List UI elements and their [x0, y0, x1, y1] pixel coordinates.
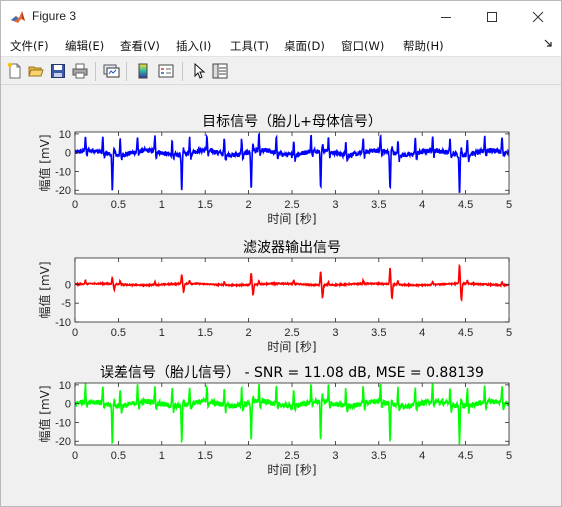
menu-window[interactable]: 窗口(W) [341, 39, 385, 53]
menu-insert[interactable]: 插入(I) [176, 39, 212, 53]
x-tick-label: 3.5 [371, 199, 386, 211]
x-tick-label: 2.5 [284, 327, 299, 339]
window-title: Figure 3 [32, 9, 77, 23]
open-file-icon[interactable] [27, 62, 45, 80]
x-tick-label: 1.5 [198, 450, 213, 462]
axes-background [75, 258, 509, 322]
dock-arrow-icon[interactable] [544, 39, 553, 48]
x-tick-label: 2.5 [284, 199, 299, 211]
figure-canvas: 0 0.5 1 1.5 2 2.5 3 3.5 4 4.5 5 10 0 -10 -20 目标信号（胎儿+母体… [2, 86, 561, 506]
axes-background [75, 132, 509, 194]
x-tick-label: 3.5 [371, 327, 386, 339]
close-icon [532, 11, 544, 22]
x-tick-label: 3.5 [371, 450, 386, 462]
y-axis-label: 幅值 [mV] [37, 261, 52, 318]
x-tick-label: 0 [72, 450, 78, 462]
x-tick-label: 5 [506, 327, 512, 339]
title-bar: Figure 3 [1, 1, 561, 32]
menu-desktop[interactable]: 桌面(D) [284, 39, 325, 53]
y-axis-label: 幅值 [mV] [37, 134, 52, 191]
new-figure-icon[interactable] [6, 62, 24, 80]
toolbar-separator [95, 62, 96, 81]
subplot-3[interactable]: 0 0.5 1 1.5 2 2.5 3 3.5 4 4.5 5 10 0 -10 -20 误差信号（胎儿信号）… [37, 365, 512, 477]
x-tick-label: 3 [332, 327, 338, 339]
minimize-icon [441, 16, 451, 18]
x-tick-label: 1 [159, 327, 165, 339]
x-tick-label: 2 [246, 199, 252, 211]
x-tick-label: 0.5 [111, 199, 126, 211]
x-tick-label: 0.5 [111, 450, 126, 462]
x-tick-label: 0 [72, 327, 78, 339]
y-tick-label: 10 [59, 380, 71, 392]
signal-line [75, 263, 509, 303]
x-tick-label: 4.5 [458, 199, 473, 211]
x-axis-label: 时间 [秒] [267, 463, 316, 477]
x-tick-label: 0.5 [111, 327, 126, 339]
menu-file[interactable]: 文件(F) [10, 39, 49, 53]
y-tick-label: -5 [61, 298, 71, 310]
y-tick-label: -20 [55, 436, 71, 448]
x-tick-label: 1.5 [198, 199, 213, 211]
edit-plot-arrow-icon[interactable] [190, 62, 208, 80]
y-tick-label: -10 [55, 166, 71, 178]
figure-plot-area[interactable]: 0 0.5 1 1.5 2 2.5 3 3.5 4 4.5 5100-10-20目标信号（胎儿+母体… [2, 86, 561, 506]
toolbar-separator [182, 62, 183, 81]
x-axis-label: 时间 [秒] [267, 340, 316, 354]
y-tick-label: 0 [65, 399, 71, 411]
subplot-1[interactable]: 0 0.5 1 1.5 2 2.5 3 3.5 4 4.5 5 10 0 -10 -20 目标信号（胎儿+母体… [37, 114, 512, 226]
x-tick-label: 4 [419, 199, 425, 211]
menu-help[interactable]: 帮助(H) [403, 39, 444, 53]
x-tick-label: 3 [332, 450, 338, 462]
x-tick-label: 2.5 [284, 450, 299, 462]
y-tick-label: -10 [55, 317, 71, 329]
x-tick-label: 2 [246, 450, 252, 462]
axes-title: 滤波器输出信号 [243, 240, 341, 256]
x-tick-label: 4 [419, 327, 425, 339]
y-tick-label: 10 [59, 129, 71, 141]
x-tick-label: 1 [159, 199, 165, 211]
minimize-button[interactable] [423, 1, 469, 32]
matlab-logo-icon [10, 9, 26, 25]
axes-title: 误差信号（胎儿信号） - SNR = 11.08 dB, MSE = 0.881… [100, 365, 484, 381]
menu-view[interactable]: 查看(V) [120, 39, 160, 53]
x-tick-label: 4.5 [458, 327, 473, 339]
y-tick-label: -10 [55, 417, 71, 429]
y-tick-label: 0 [65, 148, 71, 160]
y-axis-label: 幅值 [mV] [37, 385, 52, 442]
x-tick-label: 5 [506, 199, 512, 211]
save-icon[interactable] [49, 62, 67, 80]
maximize-icon [487, 11, 497, 22]
axes-background [75, 383, 509, 445]
signal-line [75, 383, 509, 445]
print-icon[interactable] [71, 62, 89, 80]
x-tick-label: 2 [246, 327, 252, 339]
menu-tools[interactable]: 工具(T) [230, 39, 269, 53]
maximize-button[interactable] [469, 1, 515, 32]
x-tick-label: 1.5 [198, 327, 213, 339]
x-tick-label: 3 [332, 199, 338, 211]
link-plot-icon[interactable] [102, 62, 120, 80]
toolbar-separator [126, 62, 127, 81]
x-tick-label: 5 [506, 450, 512, 462]
y-tick-label: 0 [65, 279, 71, 291]
x-tick-label: 1 [159, 450, 165, 462]
x-tick-label: 4.5 [458, 450, 473, 462]
insert-colorbar-icon[interactable] [134, 62, 152, 80]
y-tick-label: -20 [55, 185, 71, 197]
menu-bar: 文件(F) 编辑(E) 查看(V) 插入(I) 工具(T) 桌面(D) 窗口(W… [1, 32, 561, 57]
axes-title: 目标信号（胎儿+母体信号） [202, 114, 382, 130]
insert-legend-icon[interactable] [157, 62, 175, 80]
close-button[interactable] [515, 1, 561, 32]
x-tick-label: 0 [72, 199, 78, 211]
signal-line [75, 132, 509, 194]
x-axis-label: 时间 [秒] [267, 212, 316, 226]
menu-edit[interactable]: 编辑(E) [65, 39, 105, 53]
x-tick-label: 4 [419, 450, 425, 462]
figure-toolbar [1, 58, 561, 85]
property-inspector-icon[interactable] [211, 62, 229, 80]
